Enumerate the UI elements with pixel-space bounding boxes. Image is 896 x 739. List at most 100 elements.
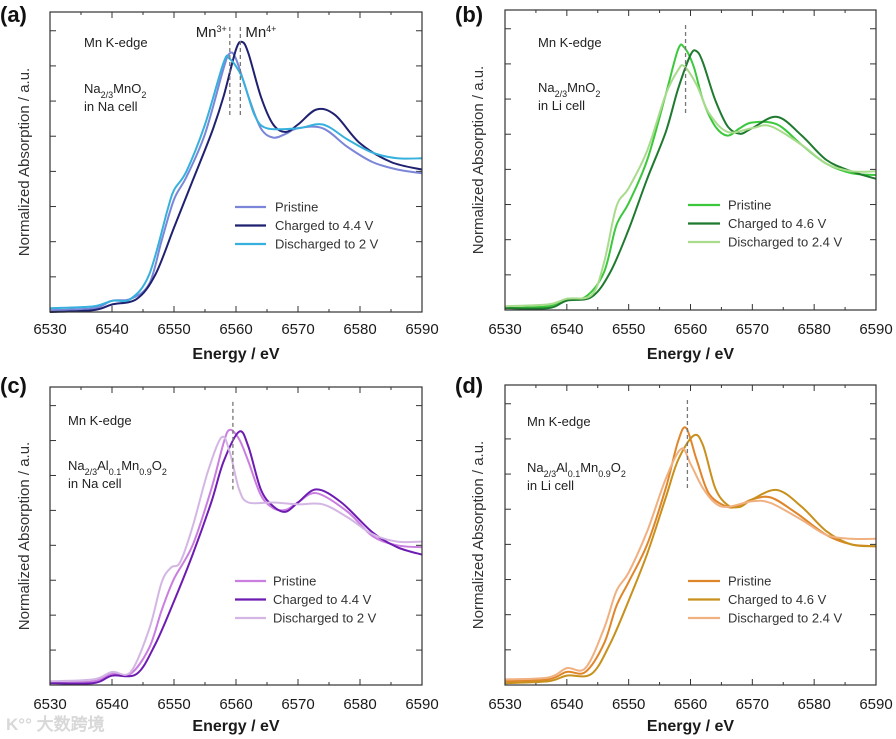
series-line — [504, 43, 877, 310]
legend-entry: Charged to 4.4 V — [273, 592, 372, 607]
y-axis-label: Normalized Absorption / a.u. — [470, 441, 487, 629]
x-tick-label: 6560 — [674, 696, 707, 713]
x-tick-label: 6570 — [281, 696, 314, 713]
formula-segment: O — [611, 460, 621, 475]
material-formula: Na2/3Al0.1Mn0.9O2 — [68, 458, 167, 477]
x-tick-label: 6560 — [219, 321, 252, 338]
plot-frame — [49, 386, 423, 686]
x-tick-label: 6530 — [488, 321, 521, 338]
formula-subscript: 2 — [595, 89, 600, 99]
x-tick-label: 6590 — [859, 321, 892, 338]
formula-segment: Al — [97, 458, 109, 473]
formula-segment: Na — [527, 460, 544, 475]
formula-subscript: 2/3 — [85, 467, 98, 477]
edge-annotation: Mn K-edge — [84, 35, 148, 50]
x-tick-label: 6560 — [674, 321, 707, 338]
series-line — [49, 428, 423, 685]
formula-subscript: 2 — [162, 467, 167, 477]
legend-entry: Charged to 4.6 V — [728, 216, 827, 231]
series-line — [504, 447, 877, 681]
formula-subscript: 0.1 — [568, 469, 581, 479]
x-tick-label: 6530 — [33, 696, 66, 713]
formula-segment: O — [152, 458, 162, 473]
formula-segment: MnO — [567, 80, 595, 95]
x-tick-label: 6550 — [612, 696, 645, 713]
x-tick-label: 6540 — [550, 696, 583, 713]
legend-entry: Discharged to 2 V — [275, 237, 379, 252]
series-line — [504, 64, 877, 308]
formula-segment: Na — [68, 458, 85, 473]
x-tick-label: 6540 — [95, 696, 128, 713]
legend-entry: Pristine — [728, 198, 771, 213]
legend-entry: Pristine — [275, 200, 318, 215]
x-tick-label: 6550 — [157, 321, 190, 338]
legend-entry: Pristine — [273, 574, 316, 589]
x-tick-label: 6580 — [343, 696, 376, 713]
x-tick-label: 6550 — [612, 321, 645, 338]
legend-entry: Pristine — [728, 574, 771, 589]
series-line — [49, 54, 423, 310]
x-tick-label: 6590 — [405, 696, 438, 713]
formula-segment: Na — [84, 81, 101, 96]
panel-c: 6530 6540 6550 6560 6570 6580 6590 (c) Energy / … — [0, 373, 439, 735]
x-axis-label: Energy / eV — [192, 718, 279, 735]
plot-frame — [504, 9, 877, 311]
panel-b: 6530 6540 6550 6560 6570 6580 6590 (b) Energy / … — [455, 2, 893, 363]
x-tick-label: 6550 — [157, 696, 190, 713]
formula-subscript: 0.1 — [109, 467, 122, 477]
x-axis-label: Energy / eV — [192, 346, 279, 363]
legend-entry: Discharged to 2.4 V — [728, 235, 843, 250]
x-tick-label: 6580 — [343, 321, 376, 338]
legend-entry: Charged to 4.4 V — [275, 218, 374, 233]
oxidation-state-segment: Mn — [196, 24, 217, 41]
y-axis-label: Normalized Absorption / a.u. — [16, 442, 33, 630]
x-tick-label: 6540 — [550, 321, 583, 338]
x-axis-label: Energy / eV — [647, 346, 734, 363]
material-formula: Na2/3MnO2 — [84, 81, 146, 100]
panel-d: 6530 6540 6550 6560 6570 6580 6590 (d) Energy / … — [455, 373, 893, 735]
legend-entry: Discharged to 2 V — [273, 611, 377, 626]
cell-type: in Na cell — [84, 99, 138, 114]
cell-type: in Na cell — [68, 476, 122, 491]
formula-subscript: 2/3 — [544, 469, 557, 479]
formula-subscript: 2 — [621, 469, 626, 479]
formula-segment: Mn — [121, 458, 139, 473]
panel-label: (a) — [0, 2, 27, 27]
edge-annotation: Mn K-edge — [527, 414, 591, 429]
formula-subscript: 2/3 — [101, 90, 114, 100]
formula-subscript: 2/3 — [555, 89, 568, 99]
y-axis-label: Normalized Absorption / a.u. — [16, 68, 33, 256]
series-line — [49, 435, 423, 683]
x-tick-label: 6530 — [488, 696, 521, 713]
series-line — [49, 51, 423, 312]
plot-frame — [504, 384, 877, 686]
formula-segment: Na — [538, 80, 555, 95]
x-tick-label: 6530 — [33, 321, 66, 338]
cell-type: in Li cell — [538, 98, 585, 113]
oxidation-state-superscript: 3+ — [217, 24, 227, 34]
x-tick-label: 6590 — [859, 696, 892, 713]
x-tick-label: 6540 — [95, 321, 128, 338]
x-tick-label: 6570 — [736, 696, 769, 713]
material-formula: Na2/3MnO2 — [538, 80, 600, 99]
edge-annotation: Mn K-edge — [538, 35, 602, 50]
formula-segment: MnO — [113, 81, 141, 96]
cell-type: in Li cell — [527, 478, 574, 493]
series-line — [504, 426, 877, 683]
panel-label: (c) — [0, 373, 27, 398]
formula-subscript: 0.9 — [139, 467, 152, 477]
formula-subscript: 0.9 — [598, 469, 611, 479]
legend-entry: Discharged to 2.4 V — [728, 611, 843, 626]
formula-segment: Al — [556, 460, 568, 475]
x-tick-label: 6570 — [736, 321, 769, 338]
series-line — [504, 49, 877, 310]
material-formula: Na2/3Al0.1Mn0.9O2 — [527, 460, 626, 479]
x-tick-label: 6580 — [797, 321, 830, 338]
legend-entry: Charged to 4.6 V — [728, 592, 827, 607]
x-tick-label: 6570 — [281, 321, 314, 338]
formula-segment: Mn — [580, 460, 598, 475]
x-tick-label: 6580 — [797, 696, 830, 713]
series-line — [504, 433, 877, 685]
oxidation-state-superscript: 4+ — [266, 24, 276, 34]
